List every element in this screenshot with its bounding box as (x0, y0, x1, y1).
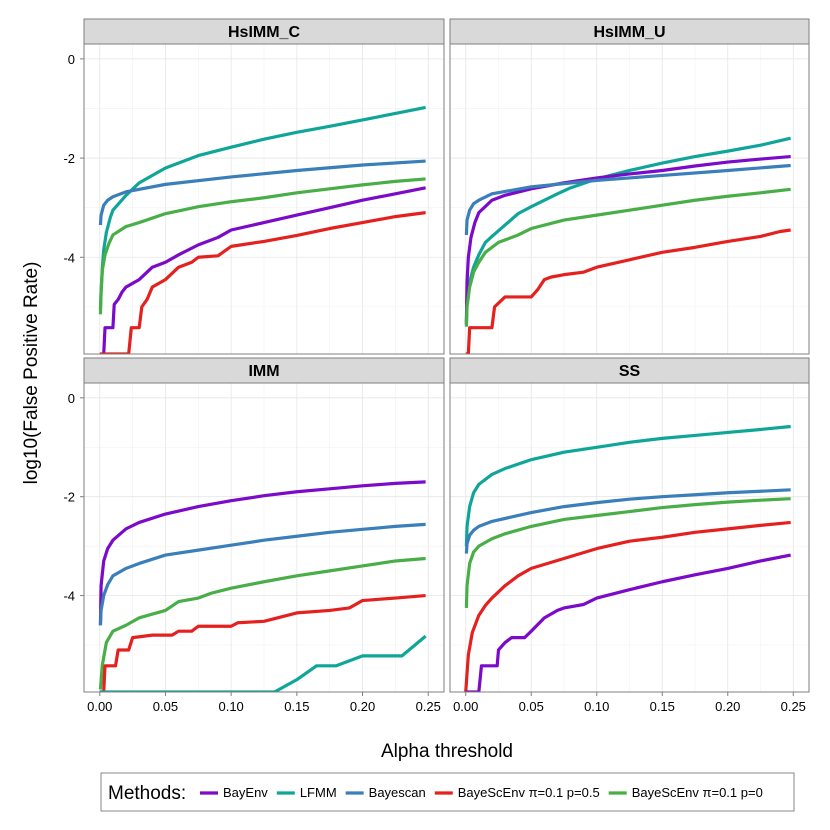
y-tick-label: -2 (63, 151, 75, 166)
series-line-bayenv (465, 553, 791, 692)
panel-border (83, 43, 445, 355)
legend-label: BayeScEnv π=0.1 p=0 (632, 785, 763, 800)
facet-title: IMM (248, 363, 279, 380)
legend-entry-lfmm: LFMM (276, 785, 337, 800)
panel-border (449, 43, 810, 355)
series-line-bayenv (464, 154, 791, 325)
panel-border (449, 382, 810, 693)
series-line-bayescenv-0-1-p-0-5 (99, 211, 426, 354)
panel-imm: IMM 0 -2 -4 0.00 0.05 0.10 0.15 0.20 0.25 (63, 357, 445, 714)
x-tick-label: 0.00 (87, 699, 112, 714)
x-tick-label: 0.15 (650, 699, 675, 714)
panel-border (83, 382, 445, 693)
x-tick-label: 0.20 (350, 699, 375, 714)
x-tick-label: 0.20 (715, 699, 740, 714)
series-line-bayescenv-0-1-p-0 (464, 497, 791, 608)
x-tick-label: 0.10 (218, 699, 243, 714)
series-line-bayescan (464, 488, 791, 554)
series-line-lfmm (99, 634, 427, 692)
series-line-bayescenv-0-1-p-0 (98, 177, 426, 315)
x-tick-label: 0.05 (519, 699, 544, 714)
series-group (464, 424, 791, 692)
series-line-lfmm (98, 105, 426, 310)
legend-entry-bayescan: Bayescan (345, 785, 426, 800)
series-group (98, 480, 427, 692)
panels-group: HsIMM_C 0 -2 -4 HsIMM_U IMM 0 -2 -4 0.00 0.05 0.10 0… (63, 18, 810, 714)
x-tick-label: 0.00 (453, 699, 478, 714)
series-line-bayescenv-0-1-p-0-5 (464, 520, 791, 692)
series-line-bayescenv-0-1-p-0-5 (465, 228, 791, 354)
panel-hsimm-u: HsIMM_U (449, 18, 810, 355)
series-group (464, 136, 792, 354)
legend-label: BayeScEnv π=0.1 p=0.5 (458, 785, 600, 800)
x-tick-label: 0.25 (416, 699, 441, 714)
series-line-lfmm (464, 424, 791, 547)
series-line-bayescan (464, 163, 791, 236)
y-tick-label: 0 (68, 52, 75, 67)
series-line-bayescan (98, 159, 426, 226)
y-tick-label: -4 (63, 250, 75, 265)
legend-entry-bayescenv-0-1-p-0-5: BayeScEnv π=0.1 p=0.5 (434, 785, 600, 800)
legend-entry-bayescenv-0-1-p-0: BayeScEnv π=0.1 p=0 (608, 785, 763, 800)
x-tick-label: 0.15 (284, 699, 309, 714)
facet-title: HsIMM_U (593, 24, 665, 41)
series-line-bayenv (98, 480, 426, 626)
y-axis-label: log10(False Positive Rate) (21, 262, 42, 485)
series-line-bayescenv-0-1-p-0-5 (99, 593, 426, 692)
x-tick-label: 0.10 (584, 699, 609, 714)
y-tick-label: -2 (63, 490, 75, 505)
series-line-bayenv (102, 186, 426, 354)
facet-strip (83, 18, 445, 45)
legend-label: BayEnv (223, 785, 268, 800)
series-line-bayescenv-0-1-p-0 (464, 187, 791, 327)
x-tick-label: 0.05 (153, 699, 178, 714)
panel-hsimm-c: HsIMM_C 0 -2 -4 (63, 18, 445, 355)
legend-title: Methods: (108, 783, 186, 804)
legend-label: LFMM (300, 785, 337, 800)
legend-entry-bayenv: BayEnv (200, 785, 268, 800)
legend-label: Bayescan (369, 785, 426, 800)
facet-strip (83, 357, 445, 384)
series-line-bayescenv-0-1-p-0 (98, 556, 426, 690)
y-tick-label: -4 (63, 589, 75, 604)
series-line-bayescan (98, 522, 426, 626)
x-axis-label: Alpha threshold (381, 741, 513, 762)
facet-title: HsIMM_C (228, 24, 300, 41)
series-line-lfmm (464, 136, 792, 322)
x-tick-label: 0.25 (781, 699, 806, 714)
panel-ss: SS 0.00 0.05 0.10 0.15 0.20 0.25 (449, 357, 810, 714)
y-tick-label: 0 (68, 391, 75, 406)
series-group (98, 105, 426, 354)
facet-title: SS (619, 363, 641, 380)
legend: Methods: BayEnv LFMM Bayescan BayeScEnv π=0… (100, 772, 795, 812)
